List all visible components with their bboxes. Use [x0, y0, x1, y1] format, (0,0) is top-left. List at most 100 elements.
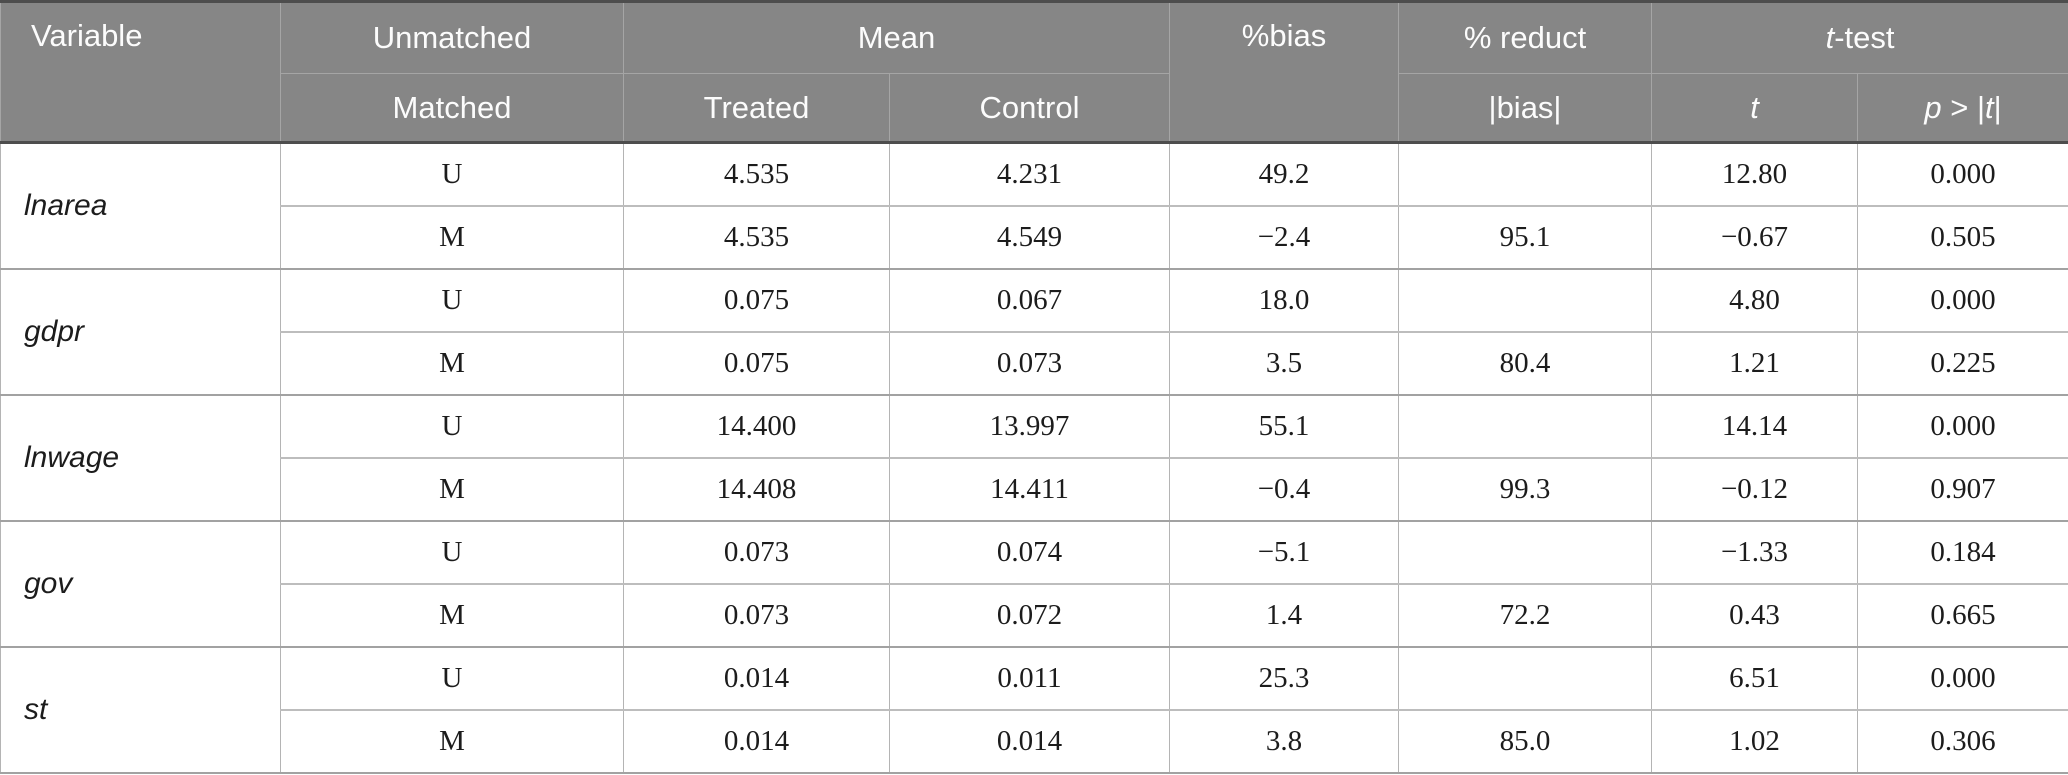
p-value-cell: 0.665 — [1857, 583, 2068, 648]
t-value-cell: −1.33 — [1651, 520, 1859, 585]
pct-bias-cell: −0.4 — [1169, 457, 1400, 522]
t-value-cell: 12.80 — [1651, 142, 1859, 207]
p-value-cell: 0.000 — [1857, 268, 2068, 333]
table-row: M 0.075 0.073 3.5 80.4 1.21 0.225 — [1, 331, 2068, 396]
mean-treated-cell: 0.075 — [623, 331, 890, 396]
mean-treated-cell: 4.535 — [623, 205, 890, 270]
sample-cell: U — [280, 646, 624, 711]
pct-bias-cell: 55.1 — [1169, 394, 1400, 459]
pct-bias-cell: 49.2 — [1169, 142, 1400, 207]
p-value-cell: 0.306 — [1857, 709, 2068, 774]
pct-reduct-cell: 95.1 — [1398, 205, 1653, 270]
mean-control-cell: 13.997 — [888, 394, 1171, 459]
header-p-t-italic: t — [1985, 89, 1994, 125]
variable-name-cell: lnarea — [0, 142, 281, 270]
mean-control-cell: 4.231 — [888, 142, 1171, 207]
mean-control-cell: 0.011 — [888, 646, 1171, 711]
header-t-test: t-test — [1651, 1, 2068, 74]
p-value-cell: 0.225 — [1857, 331, 2068, 396]
mean-treated-cell: 0.073 — [623, 583, 890, 648]
table-row: M 14.408 14.411 −0.4 99.3 −0.12 0.907 — [1, 457, 2068, 522]
header-control: Control — [888, 73, 1171, 144]
p-value-cell: 0.907 — [1857, 457, 2068, 522]
header-abs-bias: |bias| — [1398, 73, 1653, 144]
mean-control-cell: 0.072 — [888, 583, 1171, 648]
header-pct-bias: %bias — [1169, 1, 1400, 144]
pct-reduct-cell — [1398, 142, 1653, 207]
t-value-cell: 1.21 — [1651, 331, 1859, 396]
sample-cell: U — [280, 520, 624, 585]
sample-cell: M — [280, 583, 624, 648]
variable-name-cell: gdpr — [0, 268, 281, 396]
pct-bias-cell: −2.4 — [1169, 205, 1400, 270]
sample-cell: U — [280, 268, 624, 333]
table-row: st U 0.014 0.011 25.3 6.51 0.000 — [0, 646, 2068, 774]
header-row-2: Matched Treated Control |bias| t p > |t| — [1, 73, 2068, 144]
header-p-gt-t: p > |t| — [1857, 73, 2068, 144]
header-p-italic: p — [1924, 89, 1942, 125]
sample-cell: M — [280, 457, 624, 522]
sample-cell: M — [280, 709, 624, 774]
table-row: gov U 0.073 0.074 −5.1 −1.33 0.184 — [0, 520, 2068, 648]
header-pct-reduct: % reduct — [1398, 1, 1653, 74]
pct-bias-cell: 3.5 — [1169, 331, 1400, 396]
pct-bias-cell: 1.4 — [1169, 583, 1400, 648]
pct-bias-cell: −5.1 — [1169, 520, 1400, 585]
t-value-cell: −0.67 — [1651, 205, 1859, 270]
sample-cell: M — [280, 331, 624, 396]
t-value-cell: 4.80 — [1651, 268, 1859, 333]
header-mean: Mean — [622, 1, 1171, 74]
table-header: Variable Unmatched Mean %bias % reduct t… — [0, 1, 2068, 144]
mean-control-cell: 4.549 — [888, 205, 1171, 270]
table-body: lnarea U 4.535 4.231 49.2 12.80 0.000 M 4.535 4.5… — [0, 142, 2068, 774]
variable-name-cell: lnwage — [0, 394, 281, 522]
sample-cell: M — [280, 205, 624, 270]
mean-treated-cell: 14.400 — [623, 394, 890, 459]
mean-treated-cell: 0.075 — [623, 268, 890, 333]
p-value-cell: 0.000 — [1857, 142, 2068, 207]
t-value-cell: 6.51 — [1651, 646, 1859, 711]
t-value-cell: 14.14 — [1651, 394, 1859, 459]
pct-reduct-cell: 99.3 — [1398, 457, 1653, 522]
mean-control-cell: 0.014 — [888, 709, 1171, 774]
header-matched: Matched — [280, 73, 624, 144]
pct-reduct-cell — [1398, 520, 1653, 585]
p-value-cell: 0.184 — [1857, 520, 2068, 585]
mean-treated-cell: 14.408 — [623, 457, 890, 522]
mean-treated-cell: 0.073 — [623, 520, 890, 585]
table-row: lnwage U 14.400 13.997 55.1 14.14 0.000 — [0, 394, 2068, 522]
variable-name-cell: gov — [0, 520, 281, 648]
mean-treated-cell: 0.014 — [623, 709, 890, 774]
table-row: gdpr U 0.075 0.067 18.0 4.80 0.000 — [0, 268, 2068, 396]
pct-reduct-cell: 80.4 — [1398, 331, 1653, 396]
t-value-cell: 1.02 — [1651, 709, 1859, 774]
pct-reduct-cell — [1398, 268, 1653, 333]
table-row: M 0.073 0.072 1.4 72.2 0.43 0.665 — [1, 583, 2068, 648]
p-value-cell: 0.000 — [1857, 646, 2068, 711]
pct-reduct-cell — [1398, 394, 1653, 459]
p-value-cell: 0.000 — [1857, 394, 2068, 459]
pct-reduct-cell: 72.2 — [1398, 583, 1653, 648]
pct-bias-cell: 18.0 — [1169, 268, 1400, 333]
t-value-cell: −0.12 — [1651, 457, 1859, 522]
header-t: t — [1651, 73, 1859, 144]
pct-bias-cell: 3.8 — [1169, 709, 1400, 774]
sample-cell: U — [280, 394, 624, 459]
mean-control-cell: 14.411 — [888, 457, 1171, 522]
pct-bias-cell: 25.3 — [1169, 646, 1400, 711]
table-row: lnarea U 4.535 4.231 49.2 12.80 0.000 — [0, 142, 2068, 270]
table-row: M 0.014 0.014 3.8 85.0 1.02 0.306 — [1, 709, 2068, 774]
table-row: M 4.535 4.549 −2.4 95.1 −0.67 0.505 — [1, 205, 2068, 270]
mean-control-cell: 0.074 — [888, 520, 1171, 585]
header-row-1: Variable Unmatched Mean %bias % reduct t… — [0, 1, 2068, 144]
header-variable: Variable — [0, 1, 281, 144]
mean-control-cell: 0.073 — [888, 331, 1171, 396]
header-t-test-italic: t — [1825, 20, 1835, 55]
header-treated: Treated — [623, 73, 890, 144]
p-value-cell: 0.505 — [1857, 205, 2068, 270]
header-t-test-rest: -test — [1834, 20, 1895, 55]
sample-cell: U — [280, 142, 624, 207]
pct-reduct-cell: 85.0 — [1398, 709, 1653, 774]
header-gt: > | — [1941, 89, 1985, 125]
